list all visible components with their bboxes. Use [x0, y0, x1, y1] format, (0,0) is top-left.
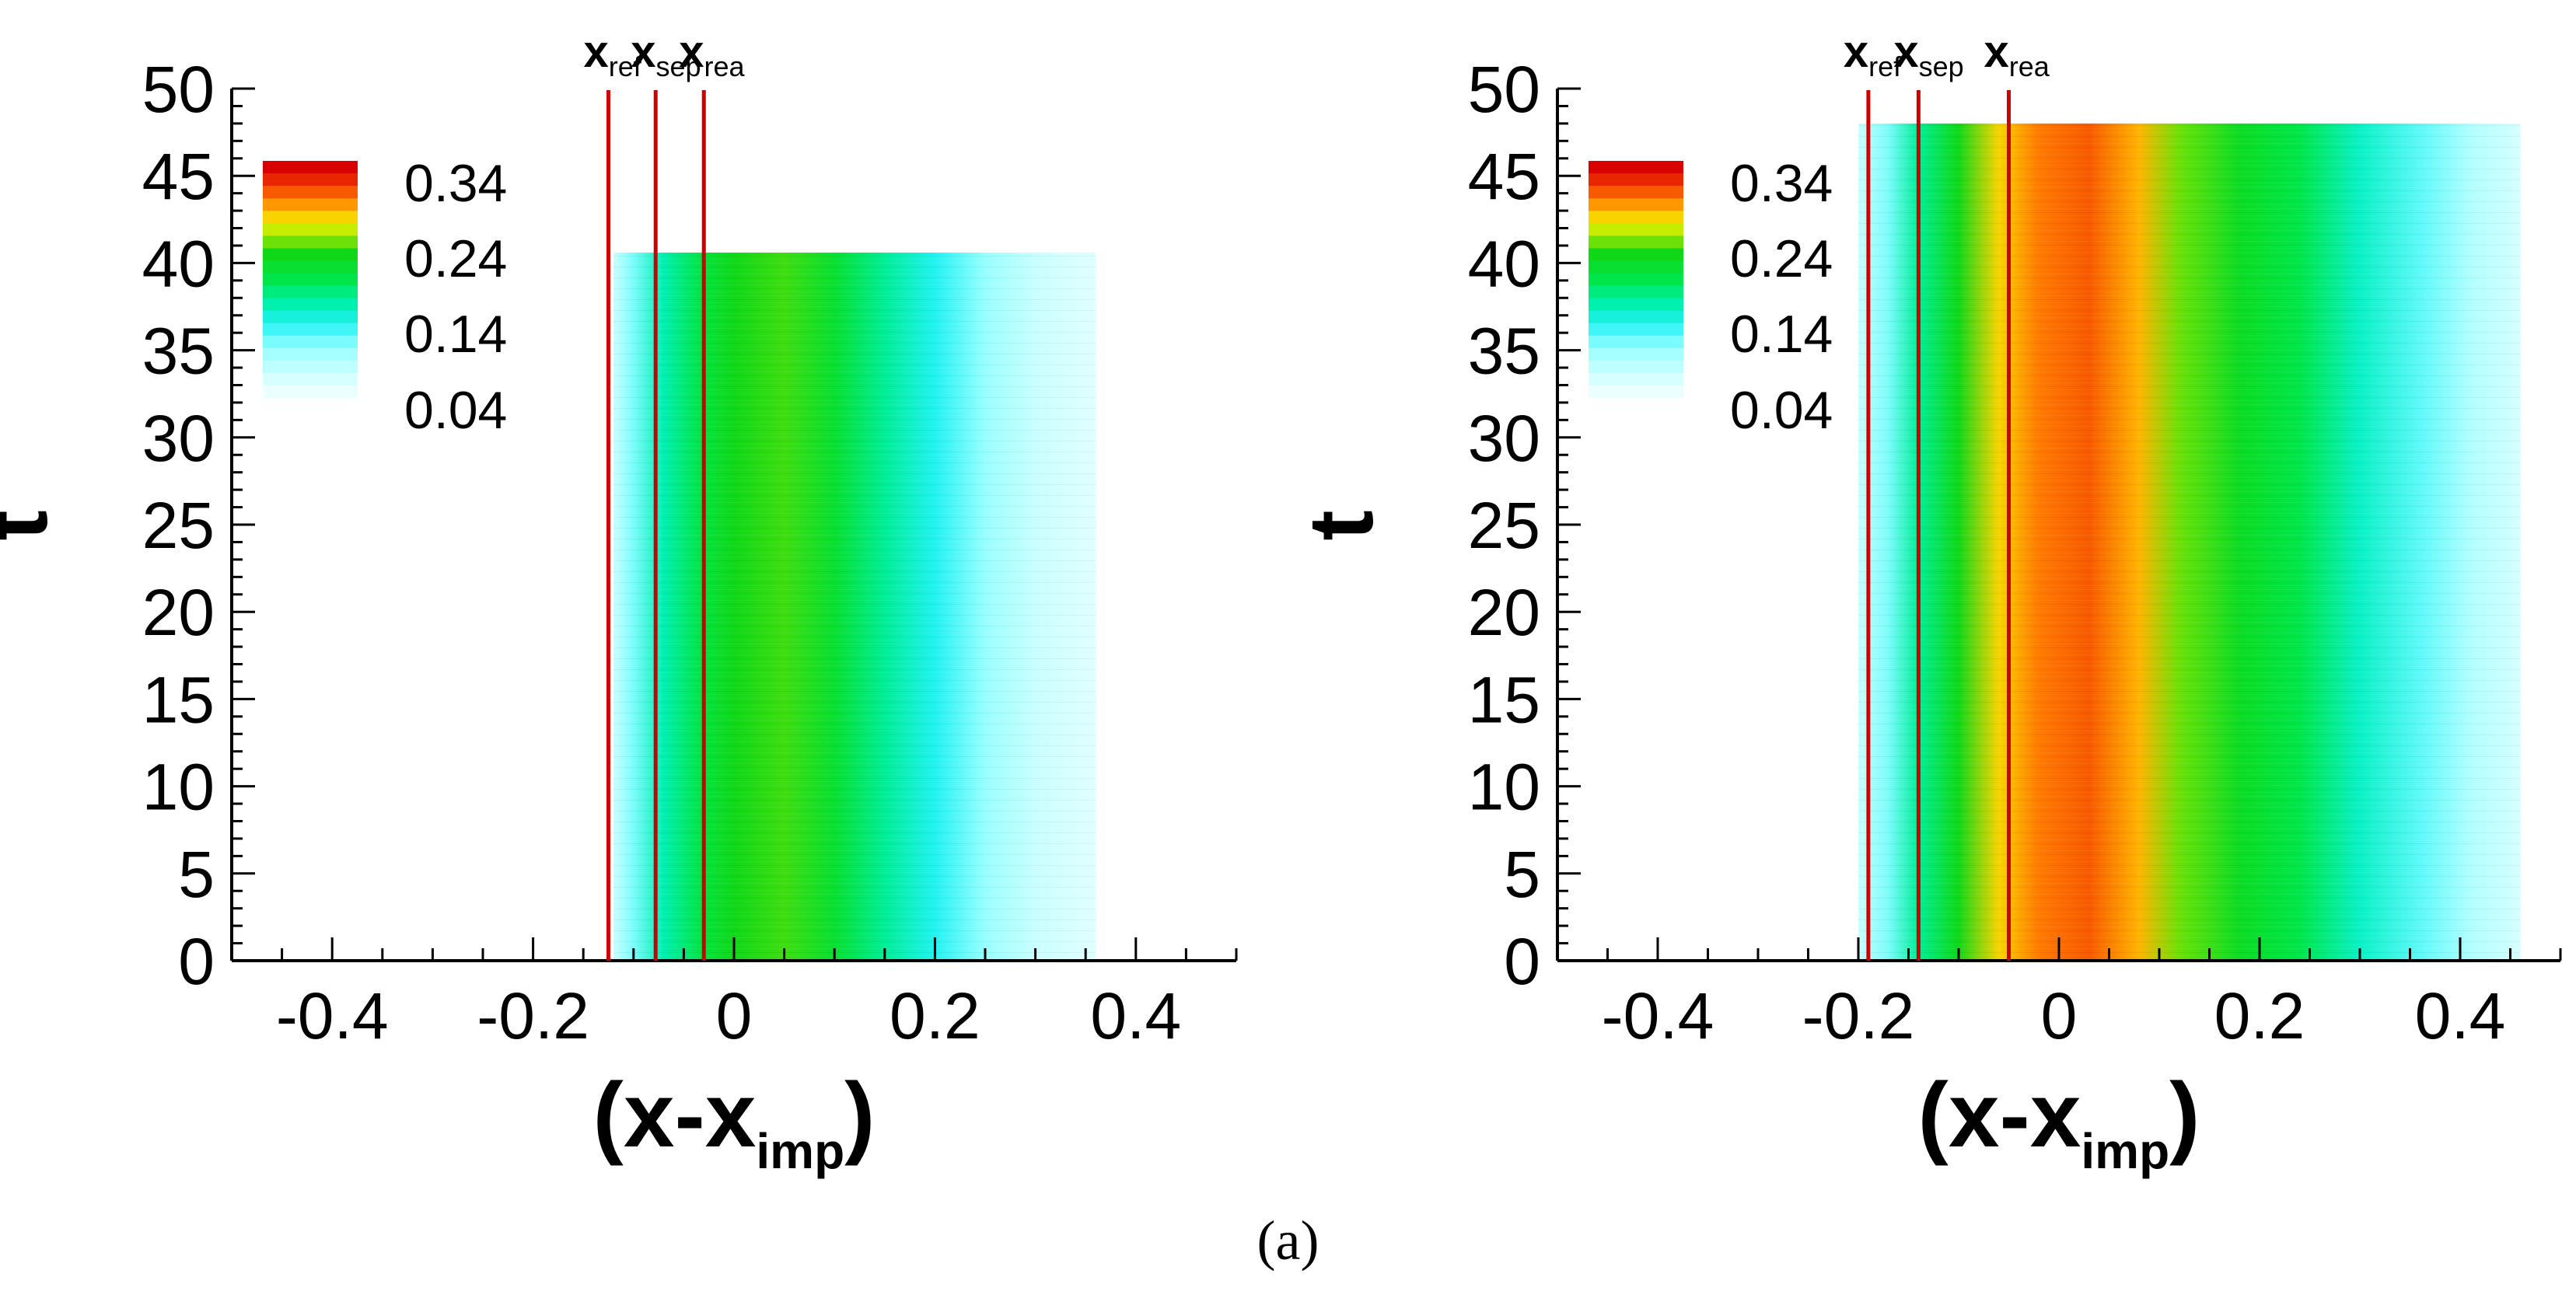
legend-label: 0.24 [404, 229, 507, 288]
figure-caption: (a) [0, 1209, 2576, 1273]
legend-swatch [263, 260, 358, 274]
y-tick-label: 35 [1468, 315, 1540, 388]
legend-label: 0.14 [404, 305, 507, 364]
legend-swatch [263, 311, 358, 324]
figure: -0.4 -0.2 0 0.2 0.405101520253035404550(x-xi… [0, 0, 2576, 1298]
x-tick-label: 0.4 [2415, 979, 2506, 1052]
legend-swatch [1589, 373, 1683, 386]
marker-label-sep: xsep [1893, 26, 1963, 82]
legend-swatch [263, 373, 358, 386]
legend-swatch [1589, 223, 1683, 236]
y-axis-title: t [1290, 510, 1393, 540]
x-tick-label: 0.2 [890, 979, 980, 1052]
x-tick-label: -0.2 [477, 979, 589, 1052]
x-tick-label: 0 [2041, 979, 2078, 1052]
y-axis-title: t [0, 510, 67, 540]
legend-swatch [1589, 248, 1683, 261]
legend-swatch [1589, 273, 1683, 286]
y-tick-label: 10 [142, 751, 215, 824]
legend-swatch [263, 198, 358, 211]
y-tick-label: 15 [1468, 663, 1540, 736]
legend-swatch [263, 186, 358, 199]
legend-swatch [1589, 361, 1683, 374]
y-tick-label: 20 [142, 576, 215, 649]
y-tick-label: 40 [142, 227, 215, 300]
y-tick-label: 5 [178, 838, 215, 911]
x-axis-title: (x-ximp) [593, 1064, 876, 1179]
y-tick-label: 30 [1468, 402, 1540, 475]
legend-swatch [1589, 348, 1683, 361]
legend-swatch [263, 273, 358, 286]
legend-swatch [1589, 211, 1683, 224]
legend-swatch [263, 361, 358, 374]
x-tick-label: -0.2 [1802, 979, 1915, 1052]
legend-swatch [263, 211, 358, 224]
x-tick-label: 0 [716, 979, 753, 1052]
legend-swatch [263, 298, 358, 312]
legend-label: 0.24 [1730, 229, 1833, 288]
legend-swatch [1589, 260, 1683, 274]
legend-swatch [1589, 286, 1683, 299]
x-tick-label: -0.4 [276, 979, 389, 1052]
x-tick-label: -0.4 [1602, 979, 1714, 1052]
legend-label: 0.04 [404, 381, 507, 440]
legend-swatch [263, 173, 358, 187]
y-tick-label: 50 [142, 53, 215, 126]
legend-label: 0.34 [404, 154, 507, 213]
legend-swatch [1589, 161, 1683, 174]
x-tick-label: 0.2 [2214, 979, 2305, 1052]
legend-swatch [263, 286, 358, 299]
contour-field-texture [1858, 124, 2520, 961]
y-tick-label: 45 [142, 140, 215, 213]
legend-swatch [1589, 386, 1683, 399]
legend-swatch [1589, 186, 1683, 199]
legend-swatch [1589, 298, 1683, 312]
legend-swatch [263, 348, 358, 361]
legend-swatch [263, 386, 358, 399]
legend-swatch [1589, 311, 1683, 324]
y-tick-label: 15 [142, 663, 215, 736]
x-tick-label: 0.4 [1090, 979, 1181, 1052]
y-tick-label: 40 [1468, 227, 1540, 300]
y-tick-label: 45 [1468, 140, 1540, 213]
y-tick-label: 25 [1468, 489, 1540, 562]
contour-field-texture [613, 253, 1096, 961]
legend: 0.34 0.24 0.14 0.04 [1589, 154, 1833, 440]
y-tick-label: 10 [1468, 751, 1540, 824]
legend-label: 0.04 [1730, 381, 1833, 440]
legend-swatch [1589, 336, 1683, 349]
y-tick-label: 0 [178, 925, 215, 998]
legend-swatch [263, 161, 358, 174]
y-tick-label: 50 [1468, 53, 1540, 126]
legend-label: 0.34 [1730, 154, 1833, 213]
legend: 0.34 0.24 0.14 0.04 [263, 154, 507, 440]
y-tick-label: 25 [142, 489, 215, 562]
legend-swatch [263, 223, 358, 236]
legend-swatch [263, 336, 358, 349]
legend-swatch [263, 323, 358, 337]
y-tick-label: 0 [1504, 925, 1540, 998]
legend-swatch [263, 248, 358, 261]
legend-swatch [1589, 173, 1683, 187]
y-tick-label: 5 [1504, 838, 1540, 911]
legend-label: 0.14 [1730, 305, 1833, 364]
marker-label-rea: xrea [679, 26, 745, 82]
legend-swatch [1589, 198, 1683, 211]
legend-swatch [1589, 323, 1683, 337]
legend-swatch [263, 236, 358, 249]
chart-panel-left: -0.4 -0.2 0 0.2 0.4 0 5 10 15 20 25 30 35 40 45 50 (x-xi… [0, 26, 1236, 1179]
y-tick-label: 20 [1468, 576, 1540, 649]
legend-swatch [1589, 236, 1683, 249]
x-axis-title: (x-ximp) [1918, 1064, 2200, 1179]
y-tick-label: 35 [142, 315, 215, 388]
chart-panel-right: -0.4 -0.2 0 0.2 0.4 0 5 10 15 20 25 30 35 40 45 50 (x-xi… [1290, 26, 2560, 1179]
y-tick-label: 30 [142, 402, 215, 475]
marker-label-rea: xrea [1984, 26, 2050, 82]
